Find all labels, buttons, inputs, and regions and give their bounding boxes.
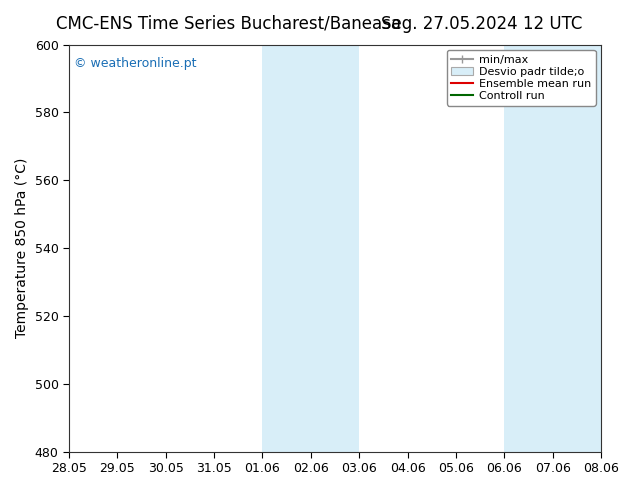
Bar — [504, 45, 601, 452]
Text: CMC-ENS Time Series Bucharest/Baneasa: CMC-ENS Time Series Bucharest/Baneasa — [56, 15, 401, 33]
Bar — [262, 45, 359, 452]
Y-axis label: Temperature 850 hPa (°C): Temperature 850 hPa (°C) — [15, 158, 29, 338]
Text: Seg. 27.05.2024 12 UTC: Seg. 27.05.2024 12 UTC — [381, 15, 583, 33]
Text: © weatheronline.pt: © weatheronline.pt — [74, 57, 197, 70]
Legend: min/max, Desvio padr tilde;o, Ensemble mean run, Controll run: min/max, Desvio padr tilde;o, Ensemble m… — [446, 50, 595, 106]
